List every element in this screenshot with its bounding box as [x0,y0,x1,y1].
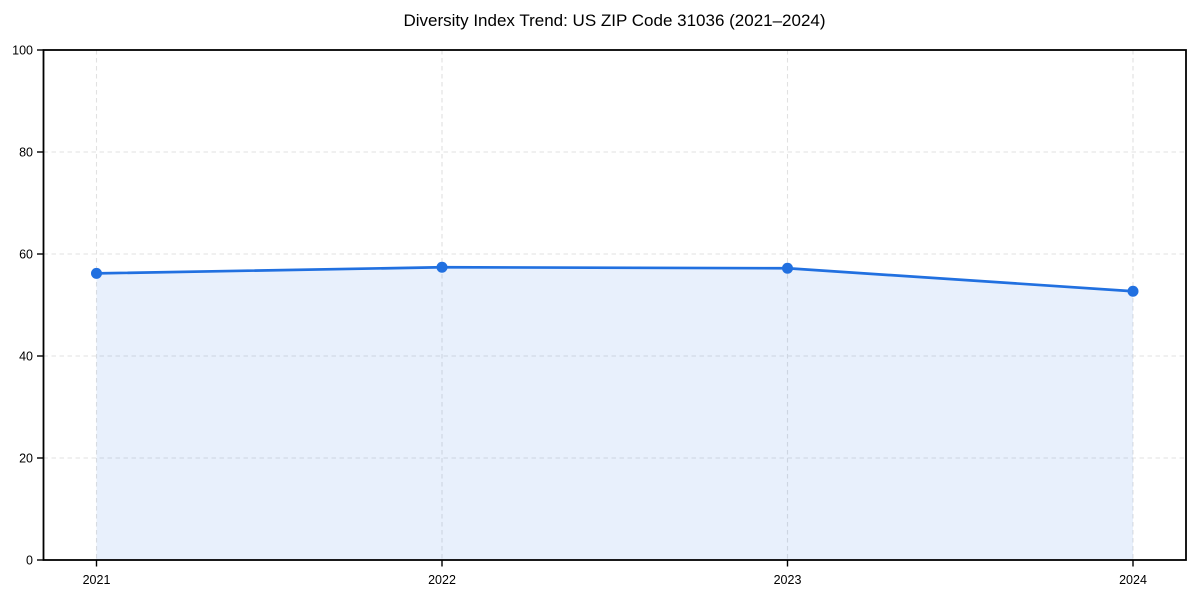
area-fill [96,267,1133,560]
y-tick-label: 80 [19,146,33,160]
plot-border [42,49,1187,561]
data-point-2023 [782,262,793,274]
data-point-2022 [436,261,448,273]
x-tick-label: 2021 [83,573,111,587]
y-tick-label: 20 [19,452,33,466]
data-point-2024 [1127,285,1139,297]
data-point-2021 [91,267,102,279]
y-tick-label: 60 [19,248,33,262]
x-tick-label: 2022 [428,573,456,587]
x-tick-label: 2023 [774,573,802,587]
y-tick-label: 0 [26,554,33,568]
y-tick-label: 100 [12,44,33,58]
trend-line [95,265,1135,293]
x-tick-label: 2024 [1119,573,1147,587]
y-tick-label: 40 [19,350,33,364]
chart-title: Diversity Index Trend: US ZIP Code 31036… [403,11,826,30]
